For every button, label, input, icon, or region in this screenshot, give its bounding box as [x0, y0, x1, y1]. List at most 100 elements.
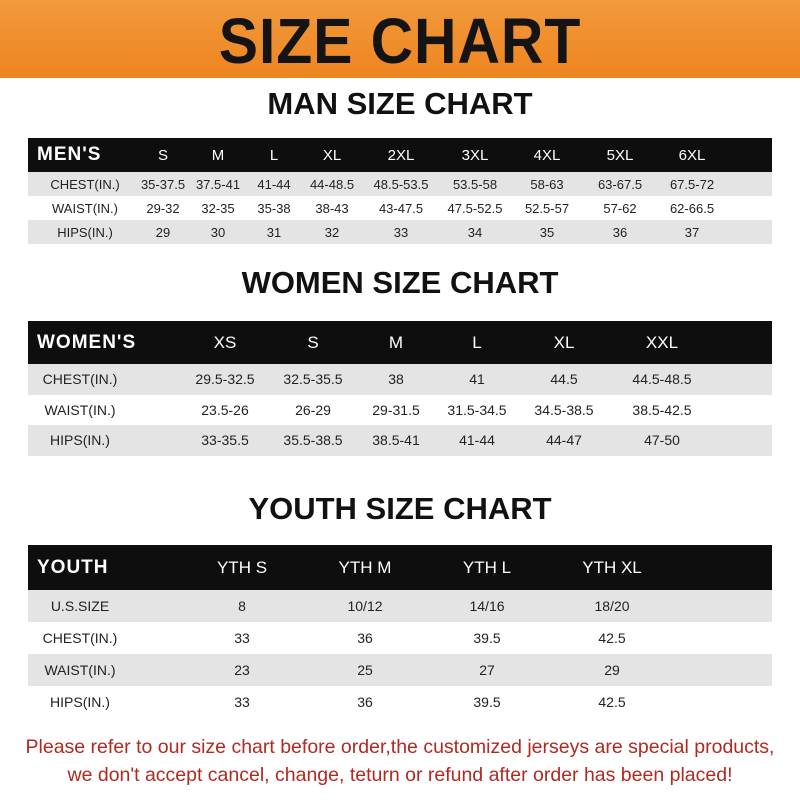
table-cell: 43-47.5 — [378, 200, 424, 216]
table-cell: 34.5-38.5 — [534, 401, 594, 418]
table-cell: 38.5-42.5 — [632, 401, 692, 418]
row-label: HIPS(IN.) — [57, 224, 113, 240]
table-cell: 41 — [469, 371, 485, 388]
size-header: 2XL — [387, 146, 415, 164]
table-cell: 14/16 — [469, 598, 505, 614]
table-cell: 8 — [238, 598, 246, 614]
size-header: YTH S — [216, 557, 268, 577]
row-label: CHEST(IN.) — [50, 176, 120, 192]
size-header: M — [388, 332, 404, 352]
table-cell: 42.5 — [598, 694, 626, 710]
table-cell: 31.5-34.5 — [447, 401, 507, 418]
table-cell: 30 — [210, 224, 226, 240]
table-cell: 41-44 — [459, 432, 495, 449]
table-cell: 36 — [612, 224, 628, 240]
size-header: 5XL — [606, 146, 634, 164]
women-section-title: WOMEN SIZE CHART — [241, 265, 559, 300]
table-cell: 38.5-41 — [372, 432, 420, 449]
table-row: HIPS(IN.) 33-35.5 35.5-38.5 38.5-41 41-44 44-… — [28, 425, 772, 456]
table-cell: 44.5 — [550, 371, 578, 388]
table-cell: 32 — [324, 224, 340, 240]
title-banner: SIZE CHART — [0, 0, 800, 78]
table-cell: 44-47 — [546, 432, 582, 449]
size-header: YTH XL — [582, 557, 642, 577]
footer-notice-line-2: we don't accept cancel, change, teturn o… — [67, 764, 733, 786]
table-cell: 34 — [467, 224, 483, 240]
table-cell: 29 — [155, 224, 171, 240]
table-cell: 23.5-26 — [201, 401, 249, 418]
size-header: XS — [213, 332, 237, 352]
row-label: HIPS(IN.) — [50, 694, 110, 710]
size-header: 4XL — [533, 146, 561, 164]
row-label: U.S.SIZE — [50, 598, 110, 614]
men-section-title: MAN SIZE CHART — [267, 86, 533, 121]
table-cell: 37.5-41 — [195, 176, 241, 192]
row-label: WAIST(IN.) — [52, 200, 118, 216]
table-cell: 27 — [479, 662, 495, 678]
table-cell: 58-63 — [530, 176, 564, 192]
size-header: XL — [553, 332, 575, 352]
women-header-row: WOMEN'S XS S M L XL XXL — [28, 321, 772, 364]
row-label: CHEST(IN.) — [42, 371, 118, 388]
table-cell: 25 — [357, 662, 373, 678]
table-cell: 35-37.5 — [140, 176, 186, 192]
size-header: 6XL — [678, 146, 706, 164]
table-cell: 37 — [684, 224, 700, 240]
table-cell: 52.5-57 — [524, 200, 570, 216]
table-cell: 38-43 — [315, 200, 349, 216]
table-row: CHEST(IN.) 35-37.5 37.5-41 41-44 44-48.5 48.5… — [28, 172, 772, 196]
size-header: XL — [322, 146, 342, 164]
table-cell: 18/20 — [594, 598, 630, 614]
table-row: U.S.SIZE 8 10/12 14/16 18/20 — [28, 590, 772, 622]
size-header: S — [307, 332, 319, 352]
table-cell: 63-67.5 — [597, 176, 643, 192]
table-cell: 23 — [234, 662, 250, 678]
size-header: XXL — [645, 332, 679, 352]
table-row: WAIST(IN.) 23 25 27 29 — [28, 654, 772, 686]
table-cell: 26-29 — [295, 401, 331, 418]
table-cell: 35.5-38.5 — [283, 432, 343, 449]
table-cell: 29-32 — [146, 200, 180, 216]
size-header: L — [472, 332, 482, 352]
table-cell: 33-35.5 — [201, 432, 249, 449]
size-header: L — [269, 146, 279, 164]
size-header: YTH M — [338, 557, 392, 577]
youth-section-title: YOUTH SIZE CHART — [248, 491, 552, 526]
size-header: 3XL — [461, 146, 489, 164]
table-cell: 53.5-58 — [452, 176, 498, 192]
table-cell: 35 — [539, 224, 555, 240]
size-header: YTH L — [462, 557, 512, 577]
table-cell: 32-35 — [201, 200, 235, 216]
table-cell: 33 — [234, 694, 250, 710]
youth-header-label: YOUTH — [37, 556, 109, 578]
table-cell: 41-44 — [257, 176, 291, 192]
table-cell: 44-48.5 — [309, 176, 355, 192]
table-cell: 39.5 — [473, 630, 501, 646]
table-row: WAIST(IN.) 23.5-26 26-29 29-31.5 31.5-34.5 34… — [28, 394, 772, 425]
row-label: WAIST(IN.) — [44, 662, 116, 678]
table-cell: 29-31.5 — [372, 401, 420, 418]
page-title: SIZE CHART — [218, 5, 582, 77]
table-cell: 29.5-32.5 — [195, 371, 255, 388]
table-cell: 33 — [393, 224, 409, 240]
row-label: WAIST(IN.) — [44, 401, 116, 418]
table-row: HIPS(IN.) 29 30 31 32 33 34 35 36 37 — [28, 220, 772, 244]
men-header-row: MEN'S S M L XL 2XL 3XL 4XL 5XL 6XL — [28, 138, 772, 172]
table-cell: 39.5 — [473, 694, 501, 710]
table-cell: 31 — [266, 224, 282, 240]
table-cell: 10/12 — [347, 598, 383, 614]
table-cell: 42.5 — [598, 630, 626, 646]
table-cell: 36 — [357, 630, 373, 646]
row-label: CHEST(IN.) — [42, 630, 118, 646]
table-cell: 44.5-48.5 — [632, 371, 692, 388]
size-header: M — [211, 146, 225, 164]
table-row: CHEST(IN.) 29.5-32.5 32.5-35.5 38 41 44.5 44.5… — [28, 364, 772, 395]
table-cell: 32.5-35.5 — [283, 371, 343, 388]
table-cell: 38 — [388, 371, 404, 388]
table-cell: 47.5-52.5 — [447, 200, 503, 216]
table-cell: 57-62 — [603, 200, 637, 216]
table-cell: 67.5-72 — [669, 176, 715, 192]
table-cell: 29 — [604, 662, 620, 678]
size-header: S — [157, 146, 169, 164]
